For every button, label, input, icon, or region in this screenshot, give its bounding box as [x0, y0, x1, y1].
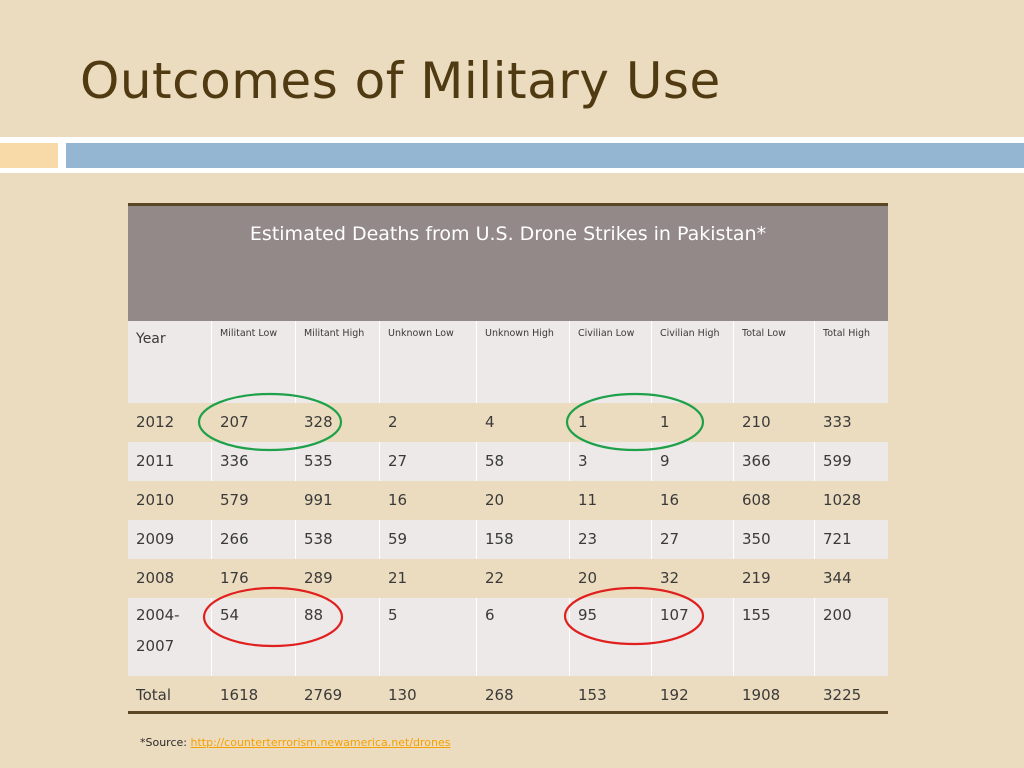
cell-total-low: 219 — [742, 569, 771, 587]
cell-militant-low: 176 — [220, 569, 249, 587]
cell-total-low: 350 — [734, 520, 815, 559]
cell-total-high: 1028 — [823, 491, 862, 509]
cell-unknown-high: 20 — [485, 491, 505, 509]
column-header-civilian-low: Civilian Low — [570, 321, 652, 403]
cell-unknown-low: 59 — [380, 520, 477, 559]
cell-civilian-low: 23 — [570, 520, 652, 559]
column-header-militant-low: Militant Low — [212, 321, 296, 403]
slide-title: Outcomes of Military Use — [80, 52, 721, 110]
decorative-accent-blue — [66, 143, 1024, 168]
table-caption: Estimated Deaths from U.S. Drone Strikes… — [128, 203, 888, 321]
source-note: *Source: http://counterterrorism.newamer… — [140, 736, 451, 749]
cell-total-high: 3225 — [823, 686, 862, 704]
cell-unknown-low: 2 — [388, 413, 398, 431]
cell-unknown-high: 22 — [485, 569, 505, 587]
cell-year: Total — [136, 686, 172, 704]
cell-total-low: 210 — [742, 413, 771, 431]
cell-militant-high: 538 — [296, 520, 380, 559]
table-row: 2011 336 535 27 58 3 9 366 599 — [128, 442, 888, 481]
cell-civilian-low: 11 — [578, 491, 598, 509]
cell-total-high: 333 — [823, 413, 852, 431]
cell-militant-low: 54 — [212, 598, 296, 676]
cell-unknown-low: 5 — [380, 598, 477, 676]
cell-militant-high: 991 — [304, 491, 333, 509]
table-row: 2004-2007 54 88 5 6 95 107 155 200 — [128, 598, 888, 676]
cell-year: 2008 — [136, 569, 175, 587]
cell-unknown-low: 130 — [388, 686, 417, 704]
cell-civilian-high: 32 — [660, 569, 680, 587]
cell-militant-low: 266 — [212, 520, 296, 559]
cell-militant-high: 289 — [304, 569, 333, 587]
cell-civilian-low: 95 — [570, 598, 652, 676]
cell-total-high: 344 — [823, 569, 852, 587]
cell-total-low: 155 — [734, 598, 815, 676]
cell-unknown-low: 16 — [388, 491, 408, 509]
cell-civilian-high: 27 — [652, 520, 734, 559]
cell-total-low: 366 — [734, 442, 815, 481]
column-header-total-low: Total Low — [734, 321, 815, 403]
column-header-unknown-high: Unknown High — [477, 321, 570, 403]
table-column-header-row: Year Militant Low Militant High Unknown … — [128, 321, 888, 403]
cell-militant-high: 328 — [304, 413, 333, 431]
cell-militant-low: 1618 — [220, 686, 259, 704]
cell-civilian-high: 192 — [660, 686, 689, 704]
cell-unknown-high: 6 — [477, 598, 570, 676]
cell-unknown-low: 27 — [380, 442, 477, 481]
cell-year: 2011 — [128, 442, 212, 481]
cell-total-high: 200 — [823, 606, 852, 624]
cell-total-low: 1908 — [742, 686, 781, 704]
cell-militant-low: 207 — [220, 413, 249, 431]
cell-civilian-high: 16 — [660, 491, 680, 509]
decorative-accent-orange — [0, 143, 58, 168]
cell-unknown-high: 268 — [485, 686, 514, 704]
table-row: 2008 176 289 21 22 20 32 219 344 — [128, 559, 888, 598]
source-label: *Source: — [140, 736, 191, 749]
cell-militant-high: 88 — [296, 598, 380, 676]
table-row: 2012 207 328 2 4 1 1 210 333 — [128, 403, 888, 442]
cell-civilian-high: 9 — [652, 442, 734, 481]
column-header-year: Year — [128, 321, 212, 403]
cell-total-high: 721 — [823, 530, 852, 548]
cell-civilian-low: 20 — [578, 569, 598, 587]
table-total-row: Total 1618 2769 130 268 153 192 1908 322… — [128, 676, 888, 714]
cell-civilian-high: 1 — [660, 413, 670, 431]
cell-civilian-low: 153 — [578, 686, 607, 704]
cell-unknown-high: 58 — [477, 442, 570, 481]
cell-militant-high: 2769 — [304, 686, 343, 704]
cell-year: 2009 — [128, 520, 212, 559]
cell-militant-low: 579 — [220, 491, 249, 509]
cell-unknown-low: 21 — [388, 569, 408, 587]
cell-civilian-low: 3 — [570, 442, 652, 481]
column-header-total-high: Total High — [823, 328, 871, 339]
cell-total-high: 599 — [823, 452, 852, 470]
column-header-militant-high: Militant High — [296, 321, 380, 403]
cell-militant-low: 336 — [212, 442, 296, 481]
cell-year: 2010 — [136, 491, 175, 509]
cell-unknown-high: 4 — [485, 413, 495, 431]
cell-civilian-high: 107 — [652, 598, 734, 676]
column-header-civilian-high: Civilian High — [652, 321, 734, 403]
table-row: 2010 579 991 16 20 11 16 608 1028 — [128, 481, 888, 520]
column-header-unknown-low: Unknown Low — [380, 321, 477, 403]
cell-year: 2004-2007 — [128, 598, 212, 676]
cell-militant-high: 535 — [296, 442, 380, 481]
source-link[interactable]: http://counterterrorism.newamerica.net/d… — [190, 736, 451, 749]
cell-unknown-high: 158 — [477, 520, 570, 559]
table-row: 2009 266 538 59 158 23 27 350 721 — [128, 520, 888, 559]
cell-total-low: 608 — [742, 491, 771, 509]
cell-year: 2012 — [136, 413, 175, 431]
drone-deaths-table: Estimated Deaths from U.S. Drone Strikes… — [128, 203, 888, 714]
cell-civilian-low: 1 — [578, 413, 588, 431]
